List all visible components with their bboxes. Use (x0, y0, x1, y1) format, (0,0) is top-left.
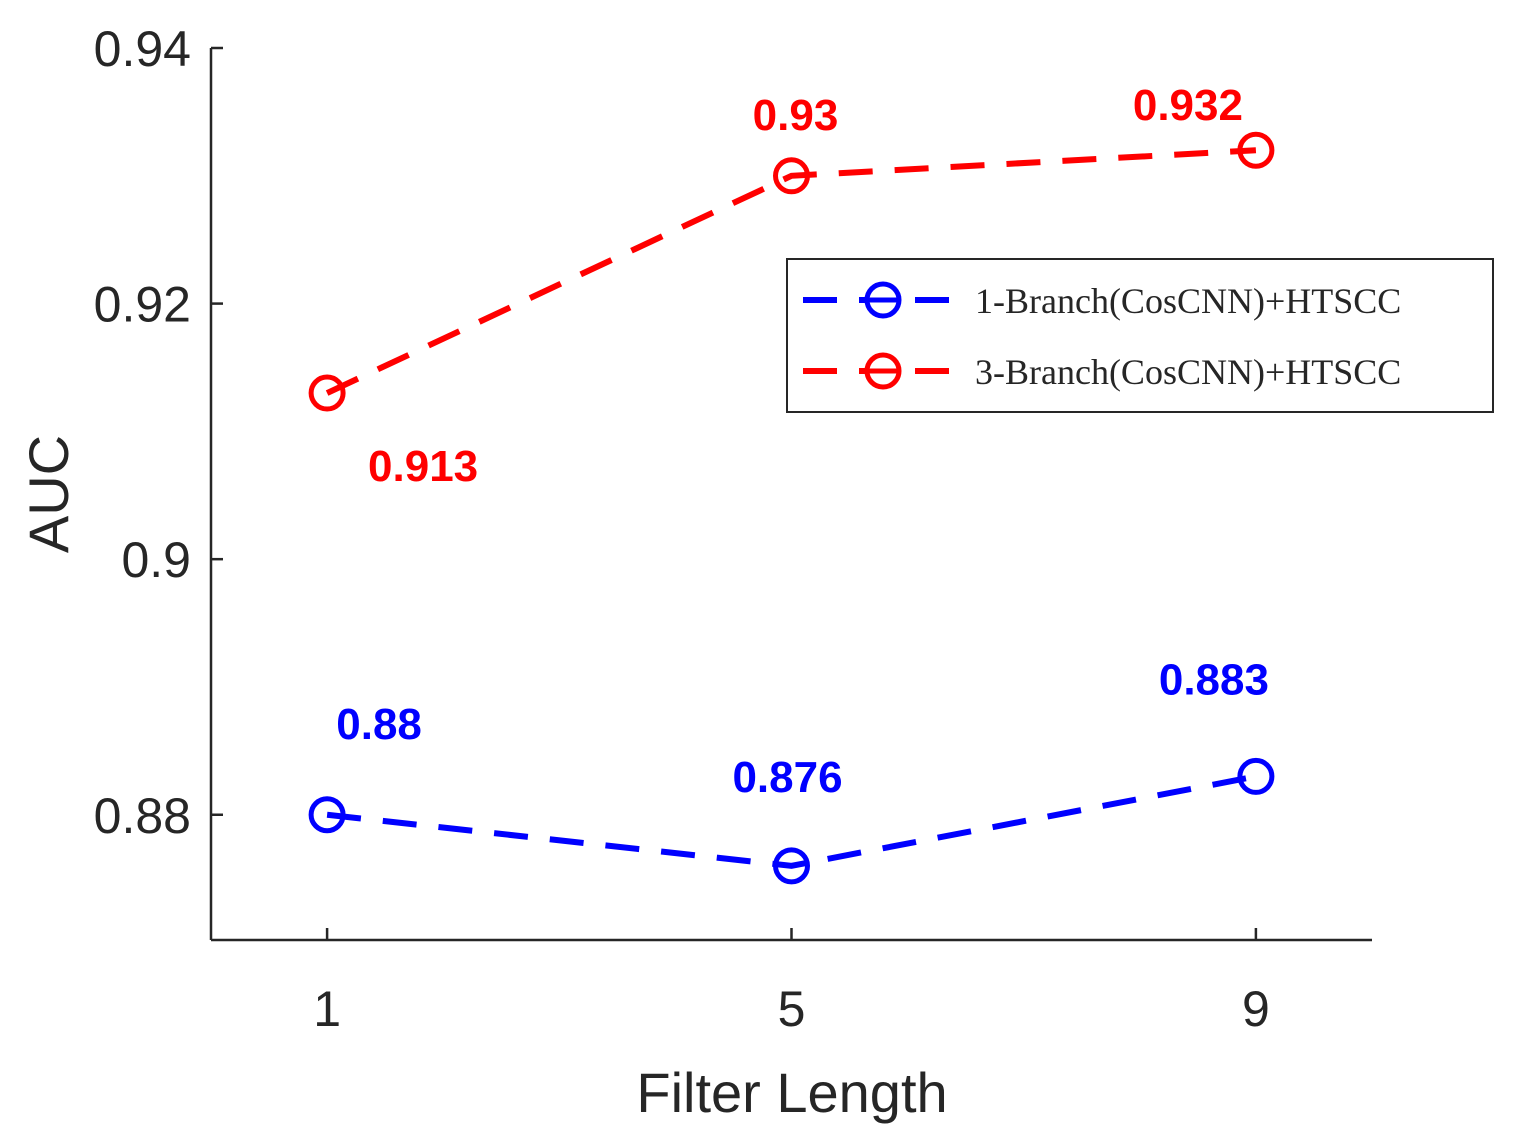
y-axis-title: AUC (17, 435, 80, 553)
data-label: 0.876 (732, 753, 842, 802)
series-layer (308, 131, 1275, 885)
x-tick-label: 9 (1242, 981, 1270, 1037)
series-1-point (773, 847, 810, 885)
x-tick-label: 1 (313, 981, 341, 1037)
y-ticks: 0.88 0.9 0.92 0.94 (94, 21, 223, 844)
series-2-point (1237, 131, 1275, 169)
series-2-point (773, 157, 810, 195)
y-tick-label: 0.92 (94, 277, 191, 333)
legend: 1-Branch(CosCNN)+HTSCC 3-Branch(CosCNN)+H… (786, 258, 1494, 413)
data-label: 0.93 (753, 91, 839, 140)
series-2-point (308, 374, 346, 412)
series-line-1 (326, 773, 1257, 869)
series-line-2 (325, 147, 1257, 396)
data-label: 0.883 (1159, 655, 1269, 704)
y-tick-label: 0.94 (94, 21, 191, 77)
x-axis-title: Filter Length (636, 1061, 947, 1124)
data-label: 0.932 (1133, 81, 1243, 130)
legend-label-2: 3-Branch(CosCNN)+HTSCC (975, 352, 1401, 392)
x-ticks: 1 5 9 (313, 928, 1270, 1037)
axes (209, 48, 1372, 942)
x-tick-label: 5 (778, 981, 806, 1037)
data-label: 0.913 (368, 442, 478, 491)
y-tick-label: 0.88 (94, 788, 191, 844)
data-label: 0.88 (336, 700, 422, 749)
series-1-point (1237, 757, 1275, 795)
legend-box (786, 258, 1494, 413)
series-1-point (308, 796, 346, 834)
data-labels: 0.88 0.876 0.883 0.913 0.93 0.932 (336, 81, 1269, 802)
y-tick-label: 0.9 (121, 532, 191, 588)
legend-label-1: 1-Branch(CosCNN)+HTSCC (975, 281, 1401, 321)
